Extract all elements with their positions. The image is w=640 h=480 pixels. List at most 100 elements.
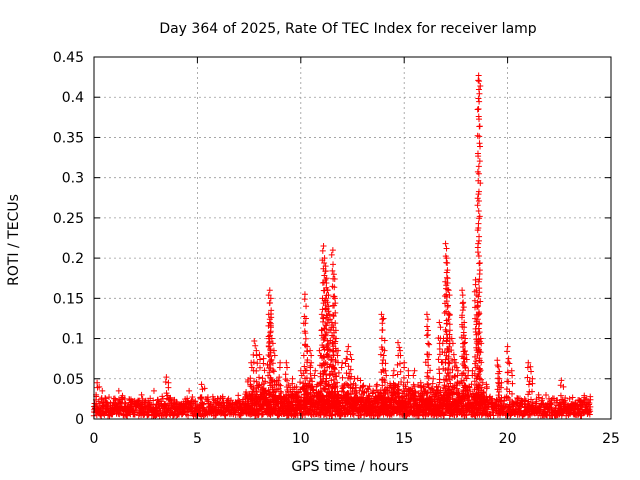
data-point <box>251 337 258 344</box>
data-point <box>254 360 261 367</box>
data-point <box>313 383 320 390</box>
data-point <box>329 362 336 369</box>
x-tick-label: 15 <box>395 431 413 447</box>
data-point <box>426 351 433 358</box>
data-point <box>477 298 484 305</box>
data-point <box>457 399 464 406</box>
data-point <box>325 392 332 399</box>
data-point <box>476 320 483 327</box>
data-point <box>382 367 389 374</box>
data-point <box>475 95 482 102</box>
data-point <box>411 388 418 395</box>
data-point <box>436 319 443 326</box>
data-point <box>266 338 273 345</box>
data-point <box>325 346 332 353</box>
data-point <box>397 360 404 367</box>
data-point <box>397 368 404 375</box>
data-point <box>435 356 442 363</box>
data-point <box>201 385 208 392</box>
data-point <box>436 345 443 352</box>
data-point <box>322 331 329 338</box>
data-point <box>475 191 482 198</box>
data-point <box>312 367 319 374</box>
data-point <box>326 397 333 404</box>
data-point <box>429 380 436 387</box>
data-point <box>436 379 443 386</box>
data-point <box>475 207 482 214</box>
data-point <box>453 364 460 371</box>
data-point <box>474 362 481 369</box>
data-point <box>587 393 594 400</box>
data-point <box>380 356 387 363</box>
y-tick-label: 0.2 <box>62 251 84 267</box>
data-point <box>250 351 257 358</box>
data-point <box>425 381 432 388</box>
data-point <box>446 343 453 350</box>
data-point <box>412 389 419 396</box>
data-point <box>344 398 351 405</box>
data-point <box>138 391 145 398</box>
data-point <box>302 315 309 322</box>
data-point <box>150 387 157 394</box>
data-point <box>347 351 354 358</box>
data-point <box>359 383 366 390</box>
data-point <box>474 316 481 323</box>
data-point <box>423 311 430 318</box>
data-point <box>424 316 431 323</box>
data-point <box>401 388 408 395</box>
data-point <box>344 381 351 388</box>
data-point <box>322 305 329 312</box>
data-point <box>474 299 481 306</box>
data-point <box>462 364 469 371</box>
data-point <box>446 395 453 402</box>
data-point <box>333 399 340 406</box>
data-point <box>360 382 367 389</box>
data-point <box>271 378 278 385</box>
data-point <box>235 399 242 406</box>
data-point <box>345 363 352 370</box>
data-point <box>324 287 331 294</box>
data-point <box>269 340 276 347</box>
data-point <box>258 411 265 418</box>
data-point <box>464 387 471 394</box>
data-point <box>521 395 528 402</box>
data-point <box>165 384 172 391</box>
data-point <box>331 276 338 283</box>
data-point <box>329 412 336 419</box>
y-tick-label: 0.1 <box>62 332 84 348</box>
data-point <box>475 240 482 247</box>
data-point <box>417 392 424 399</box>
data-point <box>379 382 386 389</box>
data-point <box>321 335 328 342</box>
data-point <box>297 386 304 393</box>
data-point <box>472 281 479 288</box>
data-point <box>400 374 407 381</box>
data-point <box>437 324 444 331</box>
data-point <box>587 403 594 410</box>
y-tick-label: 0.05 <box>53 372 84 388</box>
data-point <box>331 366 338 373</box>
data-point <box>477 82 484 89</box>
data-point <box>410 372 417 379</box>
data-point <box>304 348 311 355</box>
data-point <box>578 412 585 419</box>
data-point <box>301 296 308 303</box>
data-point <box>463 356 470 363</box>
data-point <box>112 397 119 404</box>
x-tick-label: 20 <box>499 431 517 447</box>
data-point <box>380 315 387 322</box>
data-point <box>370 387 377 394</box>
data-point <box>328 356 335 363</box>
data-point <box>476 215 483 222</box>
data-point <box>318 311 325 318</box>
data-point <box>282 371 289 378</box>
data-point <box>476 355 483 362</box>
data-point <box>197 396 204 403</box>
data-point <box>323 385 330 392</box>
data-point <box>320 243 327 250</box>
data-point <box>316 347 323 354</box>
data-point <box>558 399 565 406</box>
data-point <box>381 347 388 354</box>
data-point <box>498 394 505 401</box>
data-point <box>460 304 467 311</box>
